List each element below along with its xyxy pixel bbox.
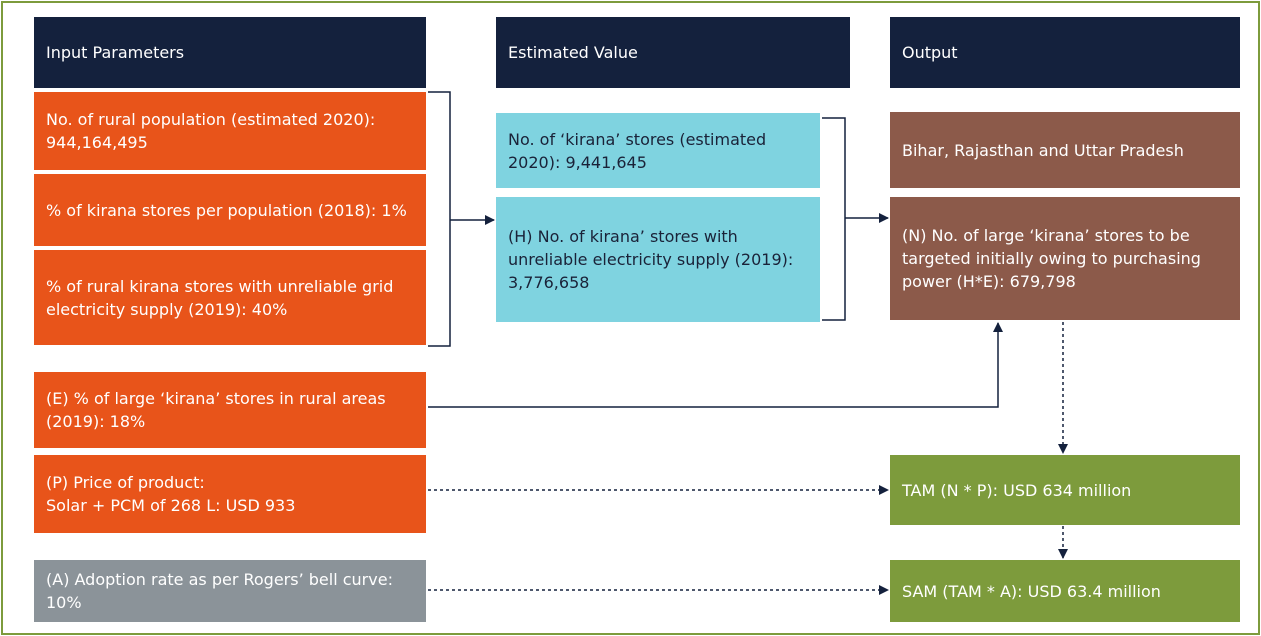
header: Input Parameters: [34, 17, 426, 88]
output-box: SAM (TAM * A): USD 63.4 million: [890, 560, 1240, 622]
output-box: TAM (N * P): USD 634 million: [890, 455, 1240, 525]
output-box: Bihar, Rajasthan and Uttar Pradesh: [890, 112, 1240, 188]
input-box: (A) Adoption rate as per Rogers’ bell cu…: [34, 560, 426, 622]
estimate-box: (H) No. of kirana’ stores with unreliabl…: [496, 197, 820, 322]
input-box: (P) Price of product: Solar + PCM of 268…: [34, 455, 426, 533]
input-box: % of rural kirana stores with unreliable…: [34, 250, 426, 345]
bracket: [822, 117, 846, 321]
input-box: No. of rural population (estimated 2020)…: [34, 92, 426, 170]
arrow: [428, 322, 1003, 408]
bracket: [428, 91, 451, 347]
input-box: % of kirana stores per population (2018)…: [34, 174, 426, 246]
input-box: (E) % of large ‘kirana’ stores in rural …: [34, 372, 426, 448]
estimate-box: No. of ‘kirana’ stores (estimated 2020):…: [496, 113, 820, 188]
output-box: (N) No. of large ‘kirana’ stores to be t…: [890, 197, 1240, 320]
header: Estimated Value: [496, 17, 850, 88]
header: Output: [890, 17, 1240, 88]
